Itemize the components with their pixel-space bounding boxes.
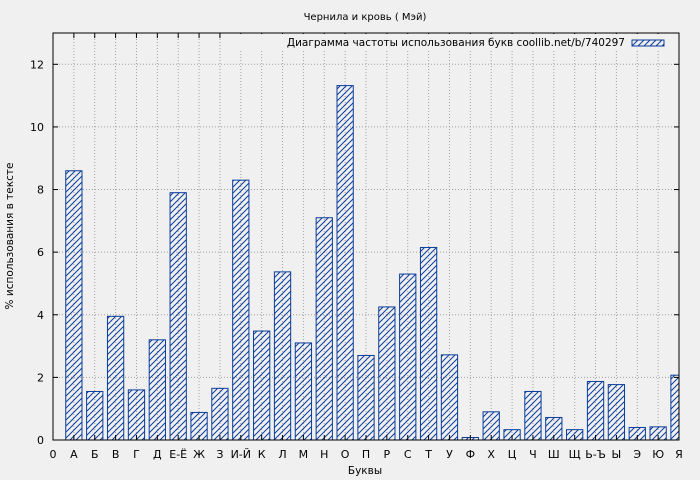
x-tick-label: Ж	[193, 448, 205, 461]
x-tick-label: Ш	[548, 448, 560, 461]
x-tick-label: Ы	[612, 448, 622, 461]
y-tick-label: 12	[30, 58, 44, 71]
x-tick-label: П	[362, 448, 370, 461]
y-tick-label: 10	[30, 121, 44, 134]
x-tick-label: В	[112, 448, 120, 461]
chart-title: Чернила и кровь ( Мэй)	[304, 12, 427, 23]
bar-Э	[628, 426, 646, 440]
x-tick-label: Х	[487, 448, 495, 461]
bar-А	[65, 170, 83, 440]
y-tick-label: 2	[37, 371, 44, 384]
y-tick-label: 8	[37, 184, 44, 197]
x-tick-label: И-Й	[231, 448, 251, 461]
y-axis: 0 2 4 6 8 10 12	[30, 58, 679, 447]
x-tick-label: Э	[633, 448, 641, 461]
x-tick-label: Ю	[652, 448, 664, 461]
x-tick-label: З	[216, 448, 223, 461]
x-tick-label: Ф	[466, 448, 475, 461]
x-tick-label: Ц	[508, 448, 517, 461]
x-tick-label: Щ	[569, 448, 581, 461]
x-tick-label: Б	[91, 448, 99, 461]
legend-swatch	[631, 39, 665, 47]
legend: Диаграмма частоты использования букв coo…	[238, 34, 678, 51]
bar-И-Й	[232, 179, 250, 440]
x-tick-label: Г	[133, 448, 140, 461]
bar-Ь-Ъ	[586, 380, 605, 440]
legend-box	[238, 34, 678, 51]
bar-Ю	[649, 426, 667, 440]
x-tick-label: А	[70, 448, 78, 461]
x-tick-label: Н	[320, 448, 328, 461]
bar-Р	[378, 306, 396, 440]
y-axis-label: % использования в тексте	[4, 163, 16, 310]
bar-Г	[127, 389, 146, 440]
y-tick-label: 0	[37, 434, 44, 447]
bar-М	[294, 342, 313, 440]
x-tick-label: Ь-Ъ	[585, 448, 606, 461]
x-tick-label: 0	[50, 448, 57, 461]
bar-В	[106, 315, 125, 440]
bar-Е-Ё	[169, 192, 187, 440]
bar-Ы	[607, 384, 626, 440]
bar-Л	[273, 271, 292, 440]
x-tick-label: Р	[384, 448, 391, 461]
bar-П	[357, 354, 375, 440]
y-tick-label: 4	[37, 309, 44, 322]
y-tick-label: 6	[37, 246, 44, 259]
bar-Н	[315, 217, 333, 440]
x-tick-label: С	[404, 448, 412, 461]
bar-С	[399, 273, 417, 440]
x-tick-label: У	[446, 448, 453, 461]
bar-З	[211, 387, 229, 440]
x-axis-label: Буквы	[348, 465, 382, 477]
x-tick-label: О	[341, 448, 350, 461]
bar-Д	[148, 339, 166, 440]
x-tick-label: Е-Ё	[169, 448, 187, 461]
x-axis: 0 А Б В Г Д Е-Ё Ж З И-Й К Л М Н О П Р С Т У Ф Х Ц Ч Ш Щ Ь-Ъ Ы Э Ю Я	[50, 33, 683, 461]
x-tick-label: Л	[278, 448, 286, 461]
bar-О	[336, 85, 354, 440]
bar-Б	[86, 390, 104, 440]
bar-Ч	[524, 390, 542, 440]
bars	[65, 85, 679, 440]
legend-label: Диаграмма частоты использования букв coo…	[287, 37, 625, 49]
x-tick-label: Ч	[529, 448, 537, 461]
bar-Ш	[545, 416, 563, 440]
x-tick-label: Т	[424, 448, 432, 461]
bar-Х	[482, 411, 500, 440]
x-tick-label: М	[299, 448, 309, 461]
bar-У	[440, 354, 459, 440]
x-tick-label: Я	[675, 448, 683, 461]
bar-К	[253, 330, 271, 440]
x-tick-label: К	[258, 448, 266, 461]
bar-Т	[419, 246, 438, 440]
x-tick-label: Д	[153, 448, 162, 461]
